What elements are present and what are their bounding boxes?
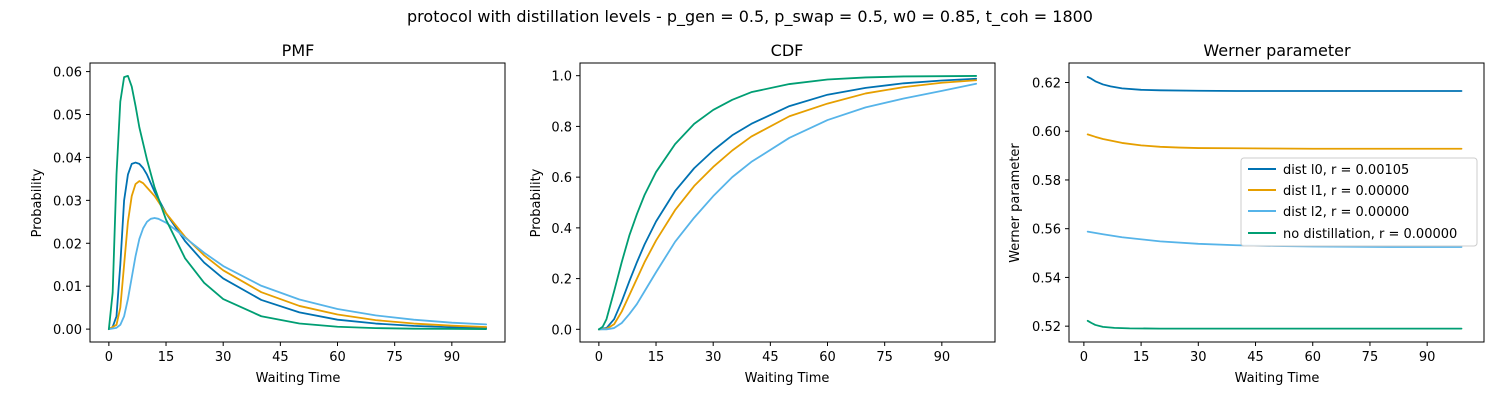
cdf-ytick-label: 0.6 xyxy=(551,171,572,186)
werner-ytick-label: 0.62 xyxy=(1032,76,1061,91)
pmf-ytick-label: 0.05 xyxy=(53,109,82,124)
werner-xtick-label: 60 xyxy=(1304,350,1321,365)
pmf-xlabel: Waiting Time xyxy=(256,371,341,386)
werner-ytick-label: 0.52 xyxy=(1032,320,1061,335)
pmf-xtick-label: 60 xyxy=(329,350,346,365)
pmf-ytick-label: 0.01 xyxy=(53,280,82,295)
werner-ytick-label: 0.56 xyxy=(1032,223,1061,238)
cdf-xtick-label: 90 xyxy=(934,350,951,365)
werner-ylabel: Werner parameter xyxy=(1008,143,1023,263)
cdf-title: CDF xyxy=(771,41,804,60)
pmf-xtick-label: 30 xyxy=(215,350,232,365)
cdf-xtick-label: 15 xyxy=(648,350,665,365)
legend-label-dist-l2: dist l2, r = 0.00000 xyxy=(1283,205,1409,220)
cdf-xtick-label: 30 xyxy=(705,350,722,365)
pmf-ytick-label: 0.04 xyxy=(53,151,82,166)
cdf-xtick-label: 0 xyxy=(595,350,603,365)
legend: dist l0, r = 0.00105 dist l1, r = 0.0000… xyxy=(1241,158,1477,246)
werner-xtick-label: 45 xyxy=(1247,350,1264,365)
pmf-axes-frame xyxy=(90,63,505,342)
pmf-xtick-label: 0 xyxy=(105,350,113,365)
pmf-xtick-label: 75 xyxy=(386,350,403,365)
werner-ytick-label: 0.58 xyxy=(1032,174,1061,189)
werner-panel: Werner parameter 0 15 30 45 60 75 90 0.52 0.54 0.… xyxy=(1008,41,1484,386)
figure-suptitle: protocol with distillation levels - p_ge… xyxy=(407,7,1093,27)
werner-xtick-label: 15 xyxy=(1133,350,1150,365)
pmf-series-no-distillation xyxy=(109,76,486,329)
cdf-ylabel: Probability xyxy=(529,168,544,237)
cdf-ytick-label: 1.0 xyxy=(551,70,572,85)
pmf-series-dist-l1 xyxy=(109,181,486,329)
pmf-series-dist-l0 xyxy=(109,163,486,330)
werner-ytick-label: 0.60 xyxy=(1032,125,1061,140)
werner-xtick-label: 30 xyxy=(1190,350,1207,365)
cdf-xlabel: Waiting Time xyxy=(745,371,830,386)
cdf-ytick-label: 0.4 xyxy=(551,222,572,237)
pmf-title: PMF xyxy=(282,41,315,60)
cdf-xtick-label: 45 xyxy=(762,350,779,365)
werner-ytick-label: 0.54 xyxy=(1032,271,1061,286)
legend-label-dist-l0: dist l0, r = 0.00105 xyxy=(1283,163,1409,178)
werner-xtick-label: 0 xyxy=(1080,350,1088,365)
cdf-ticks: 0 15 30 45 60 75 90 0.0 0.2 0.4 0.6 0.8 1.0 xyxy=(551,70,950,365)
cdf-series-no-distillation xyxy=(599,76,976,329)
cdf-series-dist-l1 xyxy=(599,80,976,329)
cdf-xtick-label: 75 xyxy=(876,350,893,365)
pmf-xtick-label: 15 xyxy=(158,350,175,365)
werner-xtick-label: 90 xyxy=(1419,350,1436,365)
werner-series-dist-l1 xyxy=(1088,134,1462,148)
legend-label-no-distillation: no distillation, r = 0.00000 xyxy=(1283,227,1457,242)
cdf-panel: CDF 0 15 30 45 60 75 90 0.0 0.2 0.4 0.6 0.8 1.0 Wait… xyxy=(529,41,995,386)
werner-xlabel: Waiting Time xyxy=(1235,371,1320,386)
cdf-ytick-label: 0.8 xyxy=(551,120,572,135)
pmf-ylabel: Probability xyxy=(30,168,45,237)
cdf-ytick-label: 0.0 xyxy=(551,323,572,338)
pmf-xtick-label: 45 xyxy=(272,350,289,365)
cdf-xtick-label: 60 xyxy=(819,350,836,365)
pmf-ticks: 0 15 30 45 60 75 90 0.00 0.01 0.02 0.03 0.04 0.05 0.0… xyxy=(53,66,460,365)
pmf-ytick-label: 0.02 xyxy=(53,237,82,252)
pmf-ytick-label: 0.00 xyxy=(53,323,82,338)
pmf-ytick-label: 0.03 xyxy=(53,194,82,209)
pmf-panel: PMF 0 15 30 45 60 75 90 0.00 0.01 0.02 0.03 0.04 0.0… xyxy=(30,41,505,386)
pmf-ytick-label: 0.06 xyxy=(53,66,82,81)
werner-title: Werner parameter xyxy=(1203,41,1351,60)
cdf-series-group xyxy=(599,76,976,329)
werner-xtick-label: 75 xyxy=(1362,350,1379,365)
cdf-ytick-label: 0.2 xyxy=(551,273,572,288)
cdf-series-dist-l2 xyxy=(599,84,976,330)
pmf-series-group xyxy=(109,76,486,329)
werner-series-no-distillation xyxy=(1088,321,1462,329)
legend-label-dist-l1: dist l1, r = 0.00000 xyxy=(1283,184,1409,199)
werner-series-dist-l0 xyxy=(1088,77,1462,91)
pmf-xtick-label: 90 xyxy=(444,350,461,365)
